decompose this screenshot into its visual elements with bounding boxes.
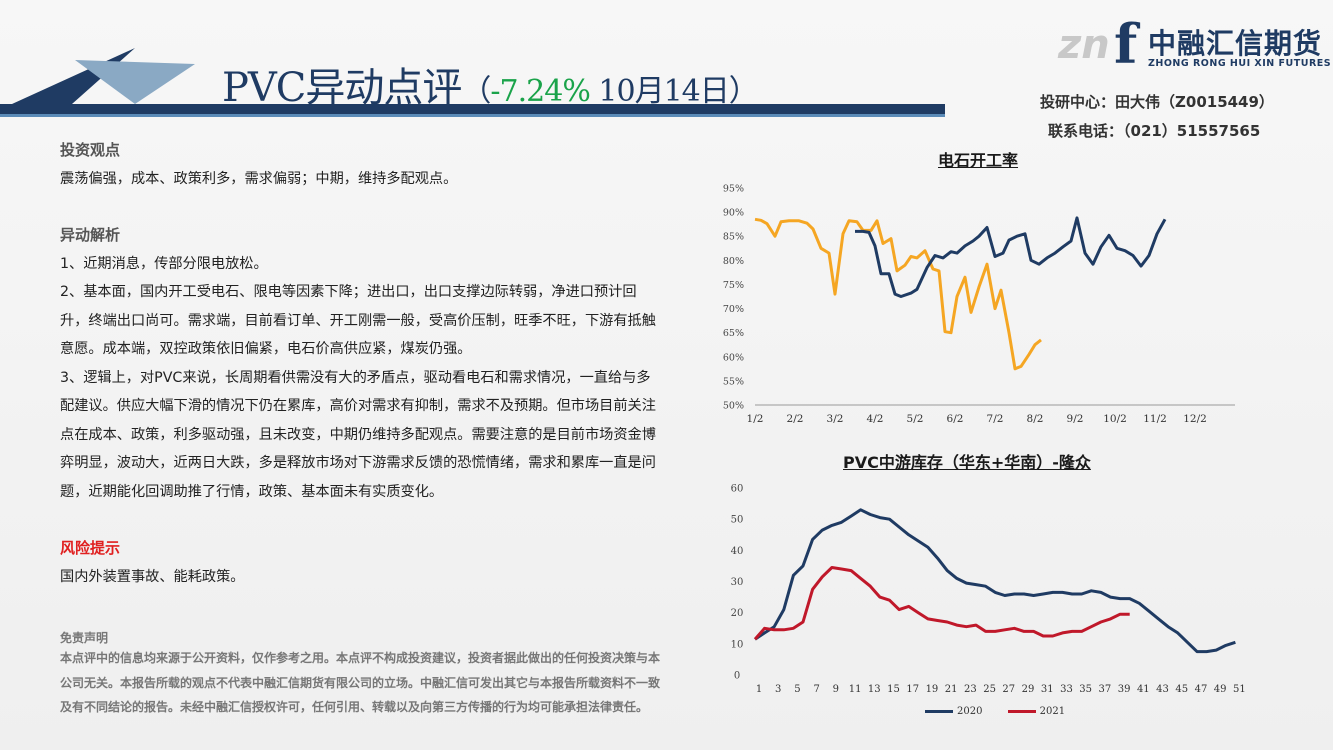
- commentary: 投资观点 震荡偏强，成本、政策利多，需求偏弱；中期，维持多配观点。 异动解析 1…: [60, 136, 658, 591]
- light-triangle: [75, 60, 195, 104]
- title-date-text: 10月14日: [598, 74, 729, 109]
- x-tick-label: 7: [813, 684, 819, 695]
- x-tick-label: 45: [1175, 684, 1188, 695]
- x-tick-label: 25: [983, 684, 996, 695]
- contact-info: 投研中心：田大伟（Z0015449） 联系电话：（021）51557565: [1040, 88, 1274, 146]
- x-tick-label: 29: [1022, 684, 1035, 695]
- x-tick-label: 33: [1060, 684, 1073, 695]
- x-tick-label: 31: [1041, 684, 1054, 695]
- x-tick-label: 21: [945, 684, 958, 695]
- title-main: PVC异动点评: [222, 65, 462, 111]
- y-tick-label: 0: [734, 671, 740, 682]
- series-line-2021: [753, 566, 1130, 641]
- analysis-point-2: 2、基本面，国内开工受电石、限电等因素下降；进出口，出口支撑边际转弱，净进口预计…: [60, 284, 656, 357]
- x-tick-label: 7/2: [987, 413, 1004, 425]
- x-tick-label: 4/2: [867, 413, 884, 425]
- y-tick-label: 85%: [723, 232, 744, 243]
- header-band: [0, 104, 945, 114]
- x-tick-label: 23: [964, 684, 977, 695]
- x-tick-label: 8/2: [1027, 413, 1044, 425]
- logo-f-icon: f: [1114, 12, 1138, 76]
- analysis-point-3: 3、逻辑上，对PVC来说，长周期看供需没有大的矛盾点，驱动看电石和需求情况，一直…: [60, 369, 656, 500]
- chart2-title: PVC中游库存（华东+华南）-隆众: [843, 453, 1091, 472]
- x-tick-label: 11/2: [1143, 413, 1167, 425]
- title-date: 10月14日: [590, 74, 729, 109]
- chart2-legend: 2020 2021: [925, 706, 1087, 717]
- x-tick-label: 19: [926, 684, 939, 695]
- risk-title: 风险提示: [60, 539, 121, 557]
- risk-text: 国内外装置事故、能耗政策。: [60, 568, 245, 585]
- title-paren-close: ）: [728, 74, 759, 109]
- analysis-title: 异动解析: [60, 226, 121, 244]
- x-tick-label: 17: [906, 684, 919, 695]
- title-paren-open: （: [461, 74, 491, 109]
- x-tick-label: 51: [1233, 684, 1246, 695]
- y-tick-label: 10: [731, 639, 744, 650]
- logo-mark: zn: [1058, 22, 1110, 68]
- x-tick-label: 12/2: [1183, 413, 1207, 425]
- chart-carbide-operating-rate: 95% 90% 85% 80% 75% 70% 65% 60% 55% 50%1/2 2/2 3/2 4…: [723, 184, 1235, 425]
- x-tick-label: 35: [1079, 684, 1092, 695]
- y-tick-label: 40: [731, 546, 744, 557]
- x-tick-label: 6/2: [947, 413, 964, 425]
- x-tick-label: 39: [1118, 684, 1131, 695]
- legend-item-2021: 2021: [1007, 706, 1065, 717]
- series-line-0: [754, 217, 1042, 371]
- contact-phone: 联系电话：（021）51557565: [1048, 122, 1261, 140]
- x-tick-label: 5: [794, 684, 800, 695]
- x-tick-label: 37: [1099, 684, 1112, 695]
- x-tick-label: 9/2: [1067, 413, 1084, 425]
- x-tick-label: 41: [1137, 684, 1150, 695]
- y-tick-label: 90%: [723, 208, 744, 219]
- contact-analyst: 投研中心：田大伟（Z0015449）: [1040, 93, 1274, 111]
- disclaimer-text: 本点评中的信息均来源于公开资料，仅作参考之用。本点评不构成投资建议，投资者据此做…: [60, 651, 661, 714]
- x-tick-label: 5/2: [907, 413, 924, 425]
- x-tick-label: 1: [756, 684, 762, 695]
- x-tick-label: 49: [1214, 684, 1227, 695]
- x-tick-label: 2/2: [787, 413, 804, 425]
- x-tick-label: 47: [1195, 684, 1208, 695]
- y-tick-label: 20: [731, 608, 744, 619]
- x-tick-label: 27: [1002, 684, 1015, 695]
- series-line-1: [855, 216, 1167, 298]
- header-decoration: [12, 48, 195, 104]
- y-tick-label: 80%: [723, 256, 744, 267]
- view-text: 震荡偏强，成本、政策利多，需求偏弱；中期，维持多配观点。: [60, 170, 458, 187]
- page-title: PVC异动点评（-7.24% 10月14日）: [222, 55, 759, 113]
- x-tick-label: 9: [833, 684, 839, 695]
- y-tick-label: 30: [731, 577, 744, 588]
- x-tick-label: 3: [775, 684, 781, 695]
- y-tick-label: 55%: [723, 376, 744, 387]
- x-tick-label: 1/2: [747, 413, 764, 425]
- view-title: 投资观点: [60, 141, 121, 159]
- y-tick-label: 50%: [723, 401, 744, 412]
- title-change-pct: -7.24%: [490, 74, 590, 109]
- x-tick-label: 3/2: [827, 413, 844, 425]
- y-tick-label: 50: [731, 515, 744, 526]
- disclaimer: 免责声明 本点评中的信息均来源于公开资料，仅作参考之用。本点评不构成投资建议，投…: [60, 630, 660, 720]
- y-tick-label: 70%: [723, 304, 744, 315]
- y-tick-label: 95%: [723, 184, 744, 195]
- analysis-point-1: 1、近期消息，传部分限电放松。: [60, 255, 268, 272]
- y-tick-label: 60: [731, 484, 744, 495]
- x-tick-label: 10/2: [1103, 413, 1127, 425]
- x-tick-label: 13: [868, 684, 881, 695]
- series-line-2020: [754, 508, 1236, 654]
- y-tick-label: 75%: [723, 280, 744, 291]
- y-tick-label: 60%: [723, 352, 744, 363]
- x-tick-label: 15: [887, 684, 900, 695]
- disclaimer-title: 免责声明: [60, 631, 109, 645]
- x-tick-label: 11: [849, 684, 862, 695]
- legend-item-2020: 2020: [925, 706, 982, 717]
- logo-name-cn: 中融汇信期货: [1148, 27, 1323, 60]
- chart1-title: 电石开工率: [938, 151, 1019, 170]
- header-band-accent: [0, 114, 945, 117]
- x-tick-label: 43: [1156, 684, 1169, 695]
- logo-name-en: ZHONG RONG HUI XIN FUTURES: [1148, 58, 1332, 69]
- y-tick-label: 65%: [723, 328, 744, 339]
